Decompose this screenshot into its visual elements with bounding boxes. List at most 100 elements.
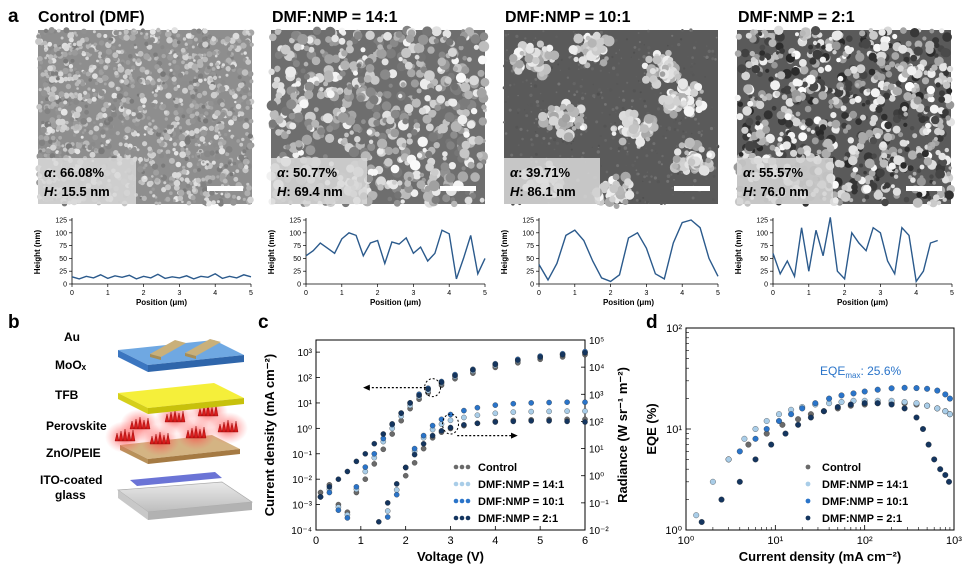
eqe-point [850, 390, 857, 397]
y-tick-label: 10³ [298, 348, 313, 359]
crystal [114, 432, 120, 442]
profile-x-tick: 1 [573, 290, 577, 297]
eqe-point [838, 399, 845, 405]
layer-label-au: Au [64, 330, 80, 344]
crystal [205, 403, 211, 417]
profile-x-tick: 5 [249, 290, 253, 297]
radiance-point [438, 416, 445, 423]
profile-y-tick: 125 [756, 218, 768, 225]
radiance-point [402, 464, 409, 471]
height-profile-10to1: 0 25 50 75 100 125 0 1 2 3 4 5 Position (μm) Height (… [500, 218, 720, 308]
legend-label: DMF:NMP = 10:1 [822, 496, 908, 508]
profile-y-tick: 100 [55, 230, 67, 237]
legend-marker [459, 481, 465, 487]
radiance-point [393, 491, 400, 498]
profile-y-tick: 75 [760, 243, 768, 250]
eqe-point [718, 496, 725, 503]
crystal [168, 411, 174, 423]
crystal [165, 432, 171, 445]
current-density-point [335, 507, 342, 513]
height-profile-2to1: 0 25 50 75 100 125 0 1 2 3 4 5 Position (μm) Height (… [734, 217, 954, 307]
crystal [133, 418, 139, 430]
radiance-point [582, 419, 588, 425]
scale-bar [906, 186, 942, 191]
radiance-point [447, 417, 454, 424]
y-tick-label: 10² [298, 374, 313, 385]
profile-y-label: Height (nm) [33, 229, 42, 274]
eqe-point [913, 385, 920, 392]
current-density-point [416, 392, 422, 399]
sem-image-10to1 [502, 28, 720, 210]
eqe-point [752, 426, 759, 432]
current-density-point [537, 354, 543, 360]
radiance-point [474, 404, 481, 411]
panel-letter-d: d [646, 312, 658, 333]
y2-tick-label: 10⁰ [589, 472, 604, 483]
x-tick-label: 0 [313, 535, 319, 547]
radiance-point [438, 428, 445, 434]
radiance-point [411, 451, 418, 458]
height-profile-14to1: 0 25 50 75 100 125 0 1 2 3 4 5 Position (μm) Height (… [267, 218, 487, 308]
radiance-point [492, 410, 499, 417]
profile-x-tick: 1 [807, 290, 811, 297]
profile-x-label: Position (μm) [603, 298, 654, 307]
eqe-point [942, 408, 949, 415]
layer-label-perovskite: Perovskite [46, 419, 107, 433]
scale-bar [440, 186, 476, 191]
radiance-point [492, 402, 499, 408]
profile-x-tick: 5 [950, 290, 954, 297]
crystal [129, 420, 135, 430]
layer-label-tfb: TFB [55, 388, 79, 402]
eqe-point [874, 386, 881, 393]
profile-y-tick: 0 [764, 282, 768, 289]
panel-letter-b: b [8, 312, 20, 333]
radiance-circle-marker [442, 413, 459, 435]
y-tick-label: 10⁻³ [292, 501, 312, 512]
eqe-point [934, 405, 941, 412]
sem-image-2to1 [733, 25, 955, 208]
profile-x-tick: 5 [716, 290, 720, 297]
current-density-point [326, 489, 333, 496]
current-density-point [389, 431, 395, 437]
eqe-point [776, 418, 782, 424]
y2-tick-label: 10² [589, 417, 604, 428]
legend-marker [805, 481, 811, 487]
eqe-point [812, 400, 819, 407]
profile-x-tick: 1 [106, 290, 110, 297]
profile-y-tick: 25 [293, 269, 301, 276]
current-density-point [362, 476, 369, 482]
svg-text:H: 86.1 nm: H: 86.1 nm [510, 184, 576, 199]
profile-y-label: Height (nm) [500, 229, 509, 274]
eqe-point [782, 430, 789, 437]
eqe-point [776, 411, 782, 418]
eqe-point [745, 441, 752, 448]
eqe-point [901, 399, 908, 405]
profile-x-tick: 2 [843, 290, 847, 297]
legend-marker [459, 515, 465, 521]
y-axis-label: EQE (%) [644, 403, 659, 454]
crystal [197, 428, 203, 439]
profile-y-tick: 50 [526, 256, 534, 263]
panel-letter-c: c [258, 312, 269, 333]
radiance-point [564, 399, 570, 405]
eqe-point [924, 402, 931, 409]
eqe-point [888, 401, 895, 408]
eqe-point [725, 456, 732, 463]
eqe-point [736, 478, 743, 485]
radiance-point [420, 445, 427, 452]
current-density-point [380, 431, 387, 437]
svg-text:H: 15.5 nm: H: 15.5 nm [44, 184, 110, 199]
profile-x-tick: 3 [411, 290, 415, 297]
current-density-point [353, 458, 360, 465]
radiance-point [461, 422, 467, 428]
crystal [141, 419, 147, 430]
left-arrow-head [363, 384, 370, 391]
radiance-point [438, 421, 445, 427]
eqe-point [768, 441, 775, 448]
radiance-point [420, 432, 427, 439]
y2-tick-label: 10⁻² [589, 526, 609, 537]
profile-y-tick: 0 [297, 282, 301, 289]
radiance-point [528, 400, 534, 406]
x-tick-label: 10¹ [767, 535, 783, 547]
